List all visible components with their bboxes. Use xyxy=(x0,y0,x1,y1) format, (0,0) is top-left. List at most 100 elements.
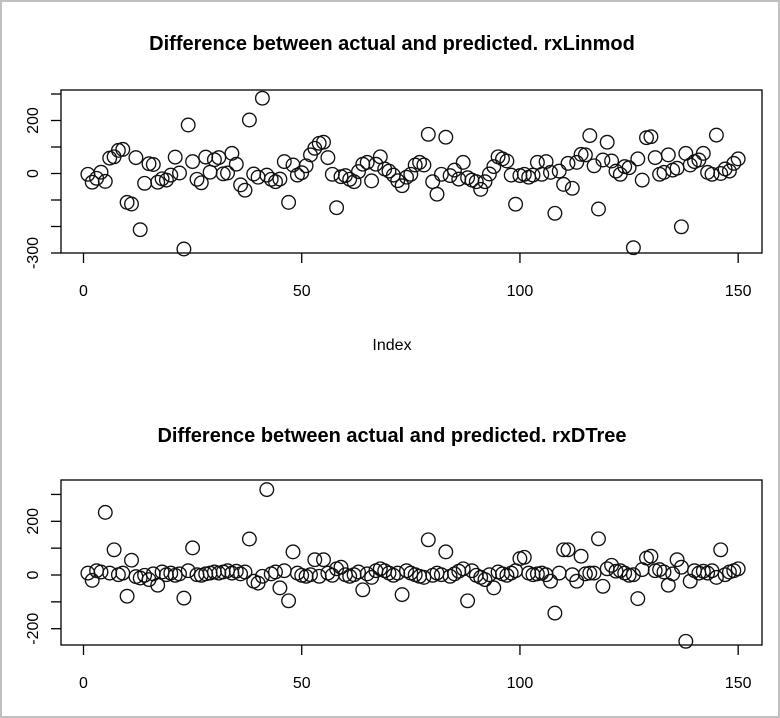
data-point xyxy=(499,153,515,169)
data-point xyxy=(228,563,244,579)
data-point xyxy=(276,154,292,170)
data-point xyxy=(551,565,567,581)
data-point xyxy=(285,544,301,560)
data-point xyxy=(425,174,441,190)
data-point xyxy=(556,176,572,192)
data-point xyxy=(630,151,646,167)
data-point xyxy=(355,582,371,598)
data-point xyxy=(150,577,166,593)
data-point xyxy=(102,150,118,166)
data-point xyxy=(682,573,698,589)
data-point xyxy=(486,159,502,175)
data-point xyxy=(259,482,275,498)
data-point xyxy=(455,561,471,577)
data-point xyxy=(569,573,585,589)
data-point xyxy=(119,588,135,604)
data-point xyxy=(673,559,689,575)
data-point xyxy=(564,180,580,196)
data-point xyxy=(595,578,611,594)
data-point xyxy=(556,542,572,558)
data-point xyxy=(272,580,288,596)
data-point xyxy=(124,552,139,568)
data-point xyxy=(298,158,314,174)
data-point xyxy=(643,129,659,145)
data-point xyxy=(547,605,563,621)
data-point xyxy=(351,164,366,180)
plot-box xyxy=(60,89,763,254)
data-point xyxy=(547,205,563,221)
data-point xyxy=(124,196,139,212)
data-point xyxy=(259,167,275,183)
data-point xyxy=(89,170,105,186)
x-axis-tick-label: 100 xyxy=(507,675,534,692)
data-point xyxy=(586,565,602,581)
data-point xyxy=(726,155,742,171)
data-point xyxy=(97,504,113,520)
data-point xyxy=(237,564,253,580)
data-point xyxy=(403,166,419,182)
data-point xyxy=(695,145,711,161)
data-point xyxy=(477,572,493,588)
data-point xyxy=(538,154,554,170)
data-point xyxy=(268,174,283,190)
data-point xyxy=(381,163,397,179)
data-point xyxy=(460,593,476,609)
data-point xyxy=(80,166,96,182)
data-point xyxy=(307,552,323,568)
data-point xyxy=(582,128,598,144)
data-point xyxy=(172,566,187,582)
data-point xyxy=(106,542,122,558)
data-point xyxy=(316,134,331,150)
data-point xyxy=(660,147,676,163)
data-point xyxy=(211,150,227,166)
data-point xyxy=(316,552,331,568)
data-point xyxy=(730,151,746,167)
data-point xyxy=(582,565,598,581)
data-point xyxy=(643,548,659,564)
data-point xyxy=(665,566,681,582)
data-point xyxy=(704,166,720,182)
data-point xyxy=(473,181,489,197)
data-point xyxy=(420,126,436,142)
data-point xyxy=(281,593,297,609)
data-point xyxy=(137,175,153,191)
data-point xyxy=(198,149,214,165)
data-point xyxy=(189,171,205,187)
data-point xyxy=(329,200,345,216)
data-point xyxy=(115,141,131,157)
data-point xyxy=(346,174,362,190)
data-point xyxy=(399,169,414,185)
data-point xyxy=(228,156,244,172)
data-point xyxy=(481,166,497,182)
data-point xyxy=(630,591,646,607)
data-point xyxy=(320,150,336,166)
data-point xyxy=(713,166,729,181)
data-point xyxy=(241,531,257,547)
data-point xyxy=(180,563,196,579)
data-point xyxy=(281,194,297,210)
data-point xyxy=(508,196,524,212)
data-point xyxy=(93,164,109,180)
data-point xyxy=(573,548,589,564)
data-point xyxy=(656,164,672,180)
data-point xyxy=(438,129,454,145)
data-point xyxy=(433,166,449,182)
data-point xyxy=(717,567,733,583)
data-point xyxy=(721,163,737,179)
data-point xyxy=(176,590,192,606)
data-point xyxy=(708,569,724,585)
data-point xyxy=(115,565,131,581)
data-point xyxy=(634,172,650,188)
data-point xyxy=(390,565,406,581)
data-point xyxy=(202,164,218,180)
data-point xyxy=(128,150,144,166)
y-axis-tick-label: 0 xyxy=(25,570,42,579)
data-point xyxy=(150,174,166,190)
x-axis-tick-label: 50 xyxy=(293,283,311,300)
x-axis-tick-label: 100 xyxy=(507,283,534,300)
data-point xyxy=(543,164,558,180)
data-point xyxy=(612,166,628,182)
data-point xyxy=(351,564,366,580)
